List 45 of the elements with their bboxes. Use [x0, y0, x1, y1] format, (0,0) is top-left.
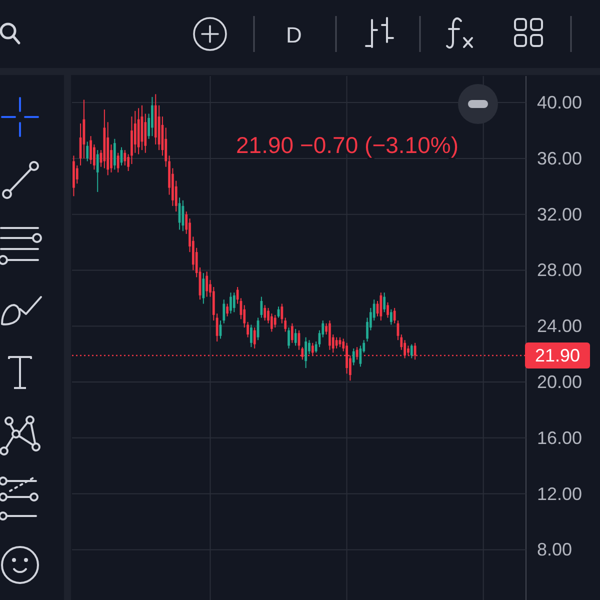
- candlestick: [386, 302, 389, 318]
- candlestick: [274, 314, 276, 328]
- candlestick: [383, 292, 386, 313]
- candlestick: [250, 324, 252, 348]
- candlestick: [352, 348, 355, 366]
- y-tick-label: 8.00: [537, 540, 572, 560]
- y-tick-label: 32.00: [537, 204, 582, 224]
- y-tick-label: 40.00: [537, 92, 582, 113]
- candlestick: [76, 164, 78, 184]
- candlestick: [86, 141, 89, 162]
- candlestick: [206, 271, 208, 298]
- y-tick-label: 20.00: [537, 372, 582, 392]
- candlestick: [410, 344, 413, 359]
- candlestick: [182, 200, 184, 232]
- candlestick: [134, 110, 136, 154]
- candlestick: [113, 138, 116, 170]
- text: D: [286, 22, 302, 48]
- candlestick: [116, 152, 120, 173]
- candlestick: [230, 292, 232, 314]
- candlestick: [226, 303, 229, 317]
- candlestick: [202, 272, 205, 304]
- candlestick: [232, 292, 236, 313]
- candlestick: [338, 336, 342, 348]
- candlestick: [290, 322, 294, 344]
- candlestick: [380, 292, 382, 322]
- candlestick: [253, 327, 256, 349]
- ref-line-label: 21.90: [534, 345, 580, 366]
- candlestick: [393, 307, 396, 324]
- candlestick: [264, 304, 266, 322]
- candlestick: [96, 150, 99, 192]
- y-tick-label: 24.00: [537, 316, 582, 336]
- y-tick-label: 12.00: [537, 484, 582, 504]
- candlestick: [390, 308, 392, 326]
- candlestick: [222, 299, 226, 324]
- candlestick: [288, 327, 290, 349]
- candlestick: [294, 328, 297, 346]
- annotation: 21.90 −0.70 (−3.10%): [236, 132, 458, 158]
- y-tick-label: 28.00: [537, 260, 582, 280]
- y-tick-label: 36.00: [537, 148, 582, 168]
- candlestick: [124, 150, 126, 166]
- candlestick: [359, 345, 362, 368]
- y-tick-label: 16.00: [537, 428, 582, 448]
- candlestick: [304, 336, 308, 369]
- candlestick: [328, 320, 331, 350]
- candlestick: [151, 96, 154, 137]
